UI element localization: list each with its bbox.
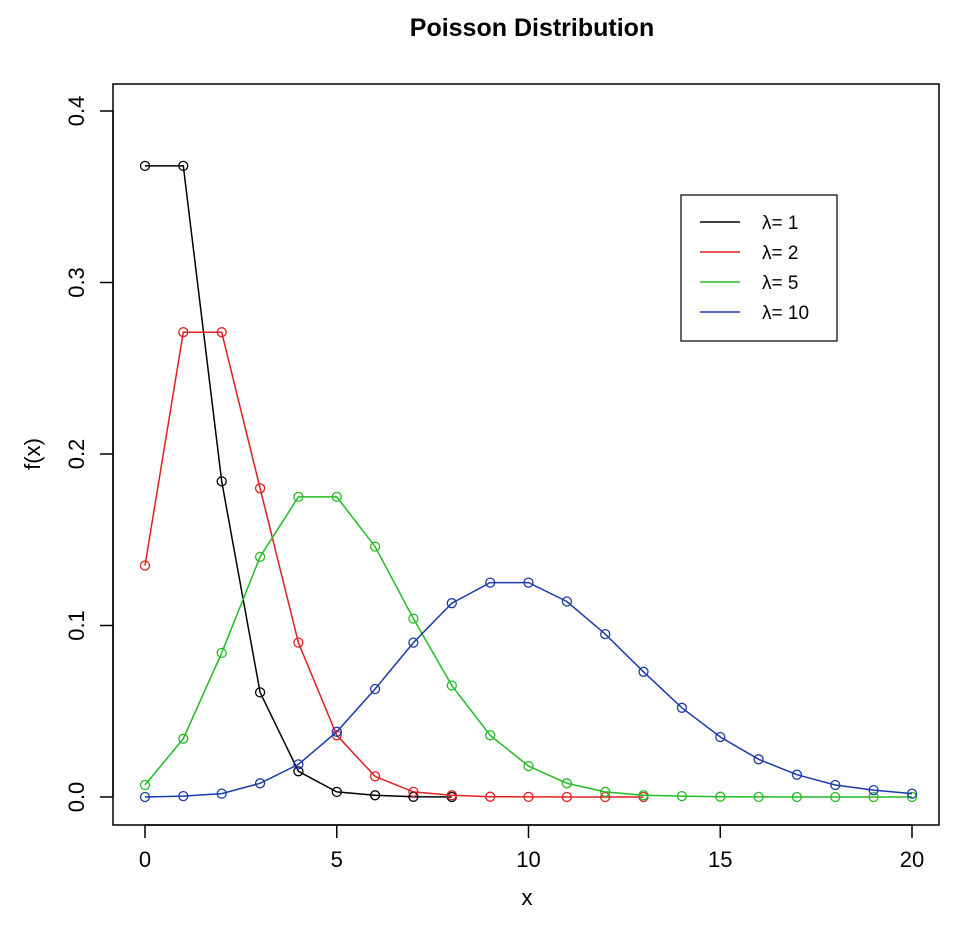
- data-point: [676, 790, 688, 802]
- data-point: [331, 491, 342, 503]
- data-point: [178, 160, 189, 172]
- data-point: [293, 759, 304, 770]
- data-point: [139, 560, 151, 571]
- x-tick-label: 10: [516, 847, 540, 872]
- data-point: [446, 598, 457, 609]
- series-3: [139, 491, 918, 803]
- data-point: [293, 491, 304, 503]
- series-2: [139, 327, 649, 803]
- axes: 0 5 10 15 20 0.0 0.1 0.2 0.3 0.4: [64, 96, 924, 872]
- data-point: [369, 771, 381, 782]
- y-tick-label: 0.4: [64, 96, 89, 127]
- legend-label: λ= 1: [762, 213, 798, 234]
- x-tick-label: 5: [331, 847, 343, 872]
- data-point: [791, 791, 803, 803]
- data-point: [676, 702, 688, 713]
- data-point: [216, 476, 227, 487]
- data-point: [791, 769, 803, 780]
- data-point: [139, 160, 151, 172]
- data-point: [216, 327, 227, 338]
- data-point: [638, 666, 649, 677]
- data-point: [139, 791, 151, 803]
- data-point: [753, 754, 764, 765]
- data-point: [830, 779, 841, 791]
- y-axis-label: f(x): [20, 438, 45, 470]
- legend-box: [680, 194, 838, 342]
- data-point: [254, 483, 266, 494]
- data-point: [178, 733, 189, 744]
- chart-title: Poisson Distribution: [410, 14, 654, 42]
- data-point: [139, 779, 151, 791]
- data-point: [408, 613, 419, 624]
- series-1: [139, 160, 457, 803]
- x-tick-label: 0: [139, 847, 151, 872]
- data-point: [485, 730, 496, 741]
- data-point: [369, 683, 381, 695]
- legend-item: λ= 2: [700, 243, 798, 264]
- data-point: [178, 790, 189, 802]
- y-tick-label: 0.1: [64, 610, 89, 641]
- data-point: [830, 791, 841, 803]
- x-tick-label: 20: [900, 847, 924, 872]
- data-point: [408, 637, 419, 648]
- data-point: [485, 577, 496, 588]
- data-point: [523, 791, 534, 803]
- data-point: [254, 551, 266, 563]
- data-point: [523, 577, 534, 588]
- data-point: [331, 786, 342, 798]
- data-point: [561, 596, 573, 607]
- data-point: [369, 790, 381, 801]
- data-point: [523, 760, 534, 772]
- data-point: [254, 687, 266, 698]
- legend-label: λ= 10: [762, 303, 809, 324]
- legend-item: λ= 1: [700, 213, 798, 234]
- data-point: [906, 791, 918, 803]
- data-point: [868, 791, 879, 803]
- legend-item: λ= 10: [700, 303, 809, 324]
- x-axis-label: x: [522, 885, 533, 910]
- data-point: [485, 791, 496, 802]
- data-point: [331, 726, 342, 737]
- series-line: [145, 165, 452, 798]
- series-line: [144, 496, 912, 798]
- data-point: [293, 637, 304, 648]
- data-point: [561, 778, 573, 789]
- y-tick-label: 0.3: [64, 267, 89, 298]
- legend-label: λ= 5: [762, 273, 798, 294]
- data-point: [753, 791, 764, 803]
- data-point: [600, 628, 611, 640]
- data-point: [715, 791, 726, 802]
- data-point: [178, 327, 189, 338]
- data-point: [868, 784, 879, 796]
- data-point: [638, 790, 649, 801]
- series-4: [139, 577, 918, 803]
- series-layer: [139, 160, 918, 803]
- y-tick-label: 0.0: [64, 782, 89, 813]
- data-point: [446, 790, 457, 801]
- data-point: [369, 541, 381, 552]
- data-point: [446, 680, 457, 691]
- data-point: [561, 791, 573, 803]
- legend: λ= 1 λ= 2 λ= 5 λ= 10: [680, 194, 838, 342]
- data-point: [600, 786, 611, 798]
- data-point: [715, 731, 726, 743]
- data-point: [216, 647, 227, 659]
- series-line: [144, 581, 913, 798]
- y-tick-label: 0.2: [64, 439, 89, 470]
- data-point: [408, 786, 419, 798]
- data-point: [293, 766, 304, 777]
- data-point: [216, 788, 227, 799]
- x-tick-label: 15: [708, 847, 732, 872]
- data-point: [906, 788, 918, 799]
- series-line: [144, 331, 644, 798]
- data-point: [254, 778, 266, 789]
- legend-item: λ= 5: [700, 273, 798, 294]
- legend-label: λ= 2: [762, 243, 798, 264]
